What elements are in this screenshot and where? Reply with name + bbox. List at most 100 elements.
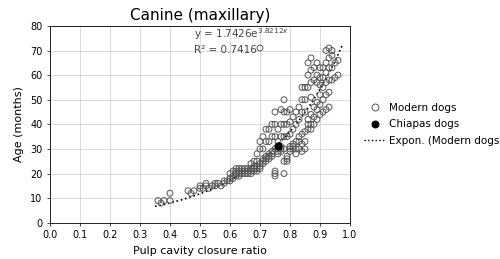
Point	[301, 147, 309, 151]
Point	[322, 107, 330, 112]
Point	[277, 135, 285, 139]
Point	[184, 189, 192, 193]
Point	[328, 48, 336, 53]
Point	[229, 169, 237, 173]
Point	[280, 147, 288, 151]
Point	[196, 184, 204, 188]
Point	[313, 117, 321, 121]
Point	[202, 184, 210, 188]
Point	[256, 46, 264, 50]
Point	[256, 147, 264, 151]
Point	[217, 184, 225, 188]
Point	[265, 127, 273, 131]
Point	[250, 164, 258, 168]
Point	[283, 157, 291, 161]
Point	[289, 142, 297, 146]
Point	[325, 90, 333, 95]
Text: R² = 0.7416: R² = 0.7416	[194, 45, 257, 55]
Point	[268, 135, 276, 139]
Point	[334, 58, 342, 62]
Point	[253, 159, 261, 163]
Point	[313, 61, 321, 65]
Point	[256, 139, 264, 143]
Point	[262, 127, 270, 131]
Point	[301, 110, 309, 114]
Point	[271, 169, 279, 173]
Point	[283, 110, 291, 114]
Point	[325, 56, 333, 60]
Point	[271, 135, 279, 139]
Point	[220, 181, 228, 185]
Point	[280, 171, 288, 176]
Point	[289, 127, 297, 131]
Point	[319, 98, 327, 102]
Point	[304, 73, 312, 77]
Point	[313, 73, 321, 77]
Point	[274, 139, 282, 143]
Point	[328, 53, 336, 57]
Point	[307, 127, 315, 131]
Point	[304, 61, 312, 65]
Point	[262, 154, 270, 158]
Point	[304, 122, 312, 126]
Point	[208, 184, 216, 188]
Point	[322, 81, 330, 85]
Point	[286, 149, 294, 153]
Point	[283, 159, 291, 163]
Point	[214, 181, 222, 185]
Point	[295, 105, 303, 109]
Point	[196, 186, 204, 190]
Point	[256, 167, 264, 171]
Point	[226, 176, 234, 181]
Point	[307, 95, 315, 99]
Point	[313, 107, 321, 112]
Point	[154, 198, 162, 203]
Point	[328, 66, 336, 70]
Point	[268, 152, 276, 156]
Point	[271, 122, 279, 126]
Point	[286, 147, 294, 151]
Point	[277, 122, 285, 126]
Point	[259, 135, 267, 139]
Point	[259, 159, 267, 163]
Point	[253, 152, 261, 156]
Point	[226, 171, 234, 176]
Point	[235, 167, 243, 171]
Point	[286, 107, 294, 112]
Point	[274, 145, 282, 149]
Point	[274, 149, 282, 153]
Point	[307, 68, 315, 72]
Point	[220, 179, 228, 183]
Point	[262, 139, 270, 143]
Point	[280, 135, 288, 139]
Point	[250, 159, 258, 163]
Point	[304, 127, 312, 131]
Point	[334, 73, 342, 77]
Point	[271, 147, 279, 151]
Point	[271, 110, 279, 114]
Point	[268, 149, 276, 153]
Point	[310, 122, 318, 126]
Point	[253, 164, 261, 168]
Point	[265, 157, 273, 161]
Point	[280, 159, 288, 163]
Point	[253, 169, 261, 173]
Point	[238, 171, 246, 176]
Point	[229, 176, 237, 181]
Point	[187, 191, 195, 195]
Point	[259, 147, 267, 151]
Point	[256, 162, 264, 166]
Point	[238, 167, 246, 171]
Point	[271, 171, 279, 176]
Point	[241, 167, 249, 171]
Point	[310, 78, 318, 82]
Point	[319, 76, 327, 80]
Point	[286, 132, 294, 136]
Point	[286, 145, 294, 149]
Point	[280, 110, 288, 114]
Point	[292, 147, 300, 151]
Text: y = 1.7426e$^{3.8212x}$: y = 1.7426e$^{3.8212x}$	[194, 26, 289, 42]
Point	[298, 142, 306, 146]
Point	[247, 169, 255, 173]
Point	[235, 174, 243, 178]
